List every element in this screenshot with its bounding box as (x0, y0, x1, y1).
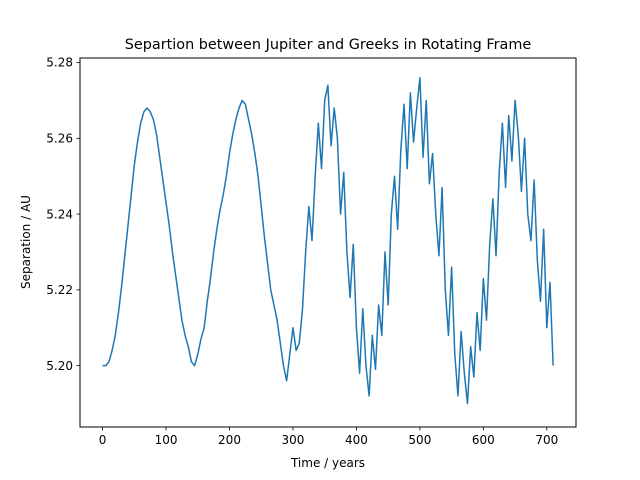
plot-series (102, 76, 554, 405)
x-tick-label: 500 (408, 433, 431, 447)
x-axis-label: Time / years (290, 456, 365, 470)
y-axis-ticks: 5.20 5.22 5.24 5.26 5.28 (46, 56, 80, 373)
y-axis-label: Separation / AU (19, 195, 33, 289)
x-tick-label: 200 (218, 433, 241, 447)
x-tick-label: 0 (99, 433, 107, 447)
y-tick-label: 5.20 (46, 359, 73, 373)
chart-title: Separtion between Jupiter and Greeks in … (125, 37, 532, 53)
plot-frame (79, 57, 577, 428)
y-tick-label: 5.22 (46, 283, 73, 297)
separation-line (102, 76, 554, 405)
x-tick-label: 700 (535, 433, 558, 447)
x-tick-label: 400 (345, 433, 368, 447)
x-tick-label: 300 (282, 433, 305, 447)
x-axis-ticks: 0 100 200 300 400 500 600 700 (99, 427, 558, 447)
x-tick-label: 100 (155, 433, 178, 447)
y-tick-label: 5.28 (46, 56, 73, 70)
y-tick-label: 5.24 (46, 207, 73, 221)
y-tick-label: 5.26 (46, 132, 73, 146)
x-tick-label: 600 (472, 433, 495, 447)
